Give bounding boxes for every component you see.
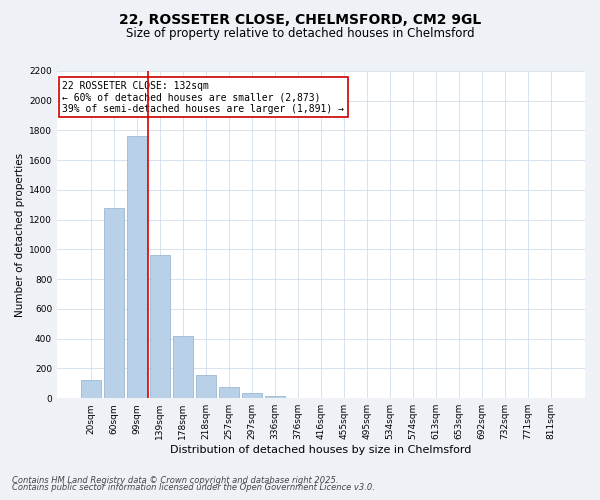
Bar bbox=[242, 393, 262, 398]
Y-axis label: Number of detached properties: Number of detached properties bbox=[15, 152, 25, 316]
Text: 22, ROSSETER CLOSE, CHELMSFORD, CM2 9GL: 22, ROSSETER CLOSE, CHELMSFORD, CM2 9GL bbox=[119, 12, 481, 26]
Text: Contains public sector information licensed under the Open Government Licence v3: Contains public sector information licen… bbox=[12, 484, 375, 492]
Bar bbox=[173, 336, 193, 398]
Text: Contains HM Land Registry data © Crown copyright and database right 2025.: Contains HM Land Registry data © Crown c… bbox=[12, 476, 338, 485]
Text: Size of property relative to detached houses in Chelmsford: Size of property relative to detached ho… bbox=[125, 28, 475, 40]
Bar bbox=[81, 380, 101, 398]
Bar bbox=[150, 256, 170, 398]
X-axis label: Distribution of detached houses by size in Chelmsford: Distribution of detached houses by size … bbox=[170, 445, 472, 455]
Bar bbox=[127, 136, 146, 398]
Bar bbox=[196, 375, 215, 398]
Bar bbox=[104, 208, 124, 398]
Bar bbox=[265, 396, 285, 398]
Text: 22 ROSSETER CLOSE: 132sqm
← 60% of detached houses are smaller (2,873)
39% of se: 22 ROSSETER CLOSE: 132sqm ← 60% of detac… bbox=[62, 81, 344, 114]
Bar bbox=[219, 387, 239, 398]
